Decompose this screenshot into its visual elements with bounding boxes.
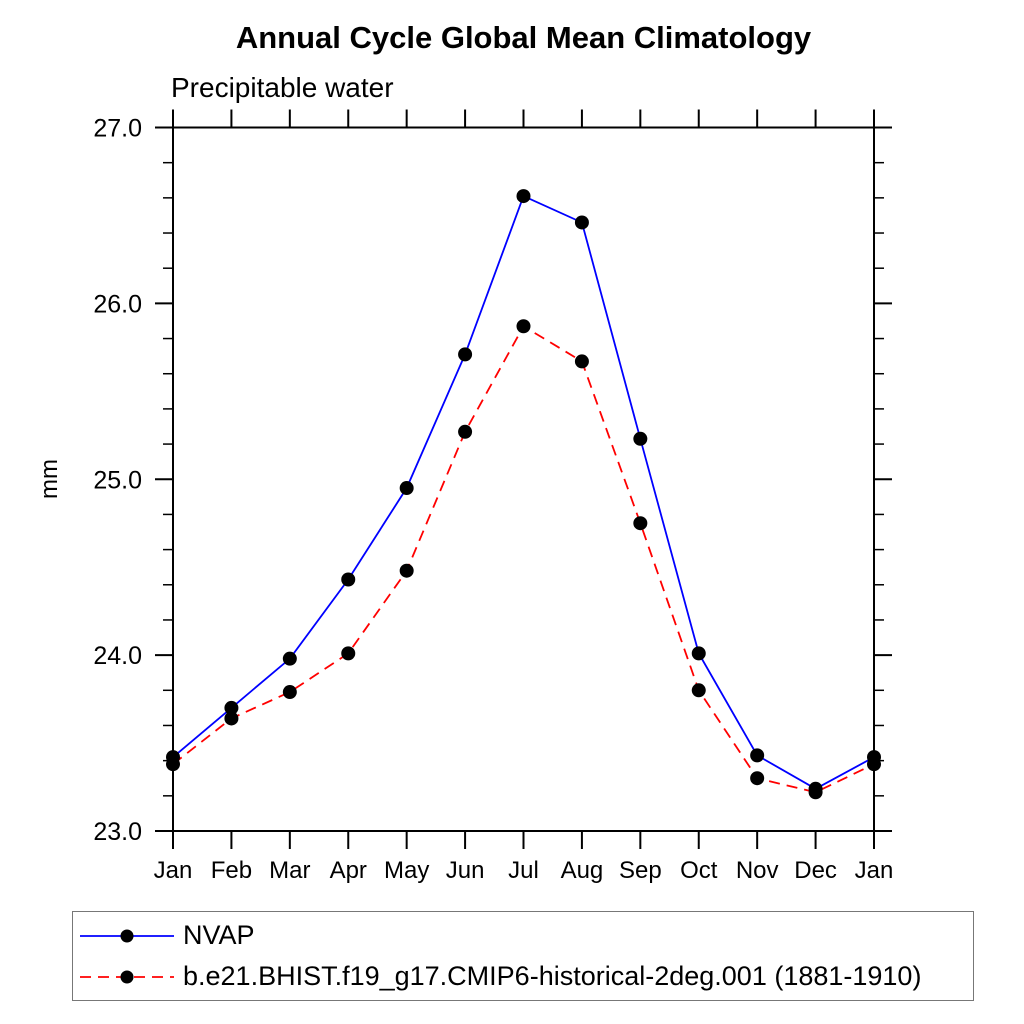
legend-label: NVAP xyxy=(183,920,255,950)
chart-subtitle: Precipitable water xyxy=(171,72,394,103)
data-point-0 xyxy=(399,481,414,496)
x-tick-label: Oct xyxy=(680,857,718,884)
data-point-1 xyxy=(166,757,180,772)
x-tick-label: Nov xyxy=(736,857,779,884)
data-point-1 xyxy=(224,711,239,726)
data-point-1 xyxy=(574,354,589,369)
data-point-0 xyxy=(516,189,531,204)
x-tick-label: Mar xyxy=(269,857,310,884)
y-tick-label: 23.0 xyxy=(93,818,142,846)
data-point-1 xyxy=(633,516,648,531)
x-tick-label: Jun xyxy=(446,857,485,884)
chart-title: Annual Cycle Global Mean Climatology xyxy=(235,20,812,55)
y-tick-label: 25.0 xyxy=(93,466,142,494)
x-tick-label: Aug xyxy=(561,857,604,884)
x-tick-label: Jan xyxy=(154,857,193,884)
x-tick-label: May xyxy=(384,857,429,884)
data-point-0 xyxy=(574,215,589,230)
legend: NVAP b.e21.BHIST.f19_g17.CMIP6-historica… xyxy=(72,911,974,1001)
x-tick-label: Apr xyxy=(330,857,367,884)
legend-item-nvap: NVAP xyxy=(79,920,973,951)
data-point-1 xyxy=(691,683,706,698)
data-point-1 xyxy=(516,319,531,334)
y-tick-label: 26.0 xyxy=(93,290,142,318)
legend-sample-solid-line-icon xyxy=(80,929,174,942)
x-tick-label: Dec xyxy=(794,857,837,884)
data-point-0 xyxy=(458,347,473,362)
legend-sample-dashed-line-icon xyxy=(80,970,174,983)
data-point-1 xyxy=(341,646,356,661)
data-point-0 xyxy=(341,572,356,587)
y-tick-label: 27.0 xyxy=(93,115,142,143)
data-point-0 xyxy=(691,646,706,661)
data-point-1 xyxy=(282,685,297,700)
data-point-1 xyxy=(867,757,881,772)
legend-label: b.e21.BHIST.f19_g17.CMIP6-historical-2de… xyxy=(183,961,922,991)
plot-area: 23.0 24.0 25.0 26.0 27.0 Jan Feb Mar Apr May Jun Ju… xyxy=(36,109,894,884)
y-axis-label: mm xyxy=(36,459,63,499)
x-tick-label: Jul xyxy=(508,857,539,884)
x-tick-label: Jan xyxy=(855,857,894,884)
series-line-1 xyxy=(172,324,875,794)
data-point-1 xyxy=(750,771,765,786)
x-tick-label: Feb xyxy=(211,857,252,884)
y-tick-label: 24.0 xyxy=(93,642,142,670)
legend-item-model: b.e21.BHIST.f19_g17.CMIP6-historical-2de… xyxy=(79,961,973,992)
data-point-1 xyxy=(458,424,473,439)
data-point-0 xyxy=(282,651,297,666)
data-point-0 xyxy=(750,748,765,763)
data-point-0 xyxy=(633,431,648,446)
data-point-1 xyxy=(808,785,823,800)
data-point-0 xyxy=(224,700,239,715)
data-point-1 xyxy=(399,563,414,578)
axis-frame xyxy=(172,126,875,832)
x-tick-label: Sep xyxy=(619,857,662,884)
series-line-0 xyxy=(172,194,875,790)
